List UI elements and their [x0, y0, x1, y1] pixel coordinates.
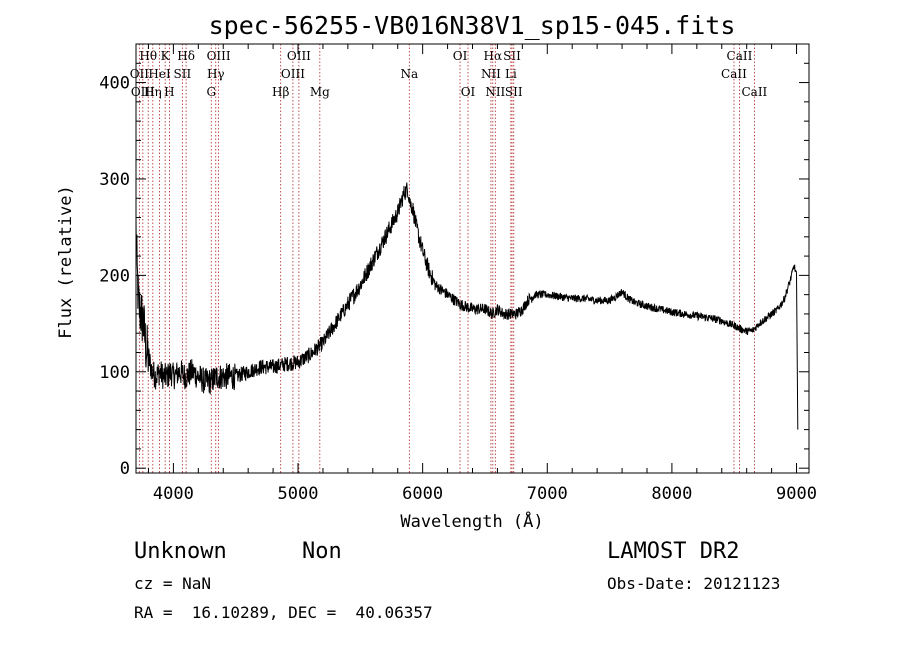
spectral-line-label: G	[206, 85, 216, 99]
y-tick-label: 300	[99, 170, 130, 190]
spectral-line-label: OII	[130, 67, 150, 81]
spectral-line-label: CaII	[721, 67, 747, 81]
observation-date: Obs-Date: 20121123	[607, 574, 781, 593]
spectral-line-label: Hβ	[272, 85, 289, 99]
spectral-line-label: OIII	[207, 49, 231, 63]
spectral-line-label: SII	[503, 49, 521, 63]
spectrum-series	[135, 182, 799, 430]
x-tick-label: 5000	[278, 484, 319, 504]
spectral-line-label: Na	[400, 67, 418, 81]
spectral-line-label: Hθ	[139, 49, 157, 63]
spectral-line-label: NII	[481, 67, 501, 81]
spectral-line-label: OIII	[281, 67, 305, 81]
y-tick-label: 400	[99, 74, 130, 94]
x-axis-label: Wavelength (Å)	[400, 510, 543, 532]
object-subclass: Non	[302, 539, 342, 564]
spectral-line-label: OI	[453, 49, 468, 63]
spectral-line-label: H	[164, 85, 174, 99]
x-tick-label: 9000	[776, 484, 817, 504]
x-tick-label: 6000	[402, 484, 443, 504]
spectral-line-label: HeI	[148, 67, 171, 81]
spectral-line-label: Hα	[484, 49, 503, 63]
spectral-line-label: OI	[461, 85, 476, 99]
spectral-line-label: CaII	[727, 49, 753, 63]
spectral-line-label: K	[161, 49, 171, 63]
y-tick-label: 0	[120, 459, 130, 479]
y-axis-label: Flux (relative)	[56, 185, 76, 339]
x-tick-label: 8000	[651, 484, 692, 504]
spectral-line-label: CaII	[741, 85, 767, 99]
y-axis-ticks: 0 100 200 300 400	[99, 62, 809, 479]
spectral-line-label: SII	[174, 67, 192, 81]
spectral-line-label: Mg	[310, 85, 330, 99]
redshift-cz: cz = NaN	[134, 574, 212, 593]
y-tick-label: 100	[99, 363, 130, 383]
coordinates: RA = 16.10289, DEC = 40.06357	[134, 603, 433, 622]
spectral-line-label: Hη	[144, 85, 162, 99]
chart-title: spec-56255-VB016N38V1_sp15-045.fits	[209, 11, 736, 40]
x-tick-label: 7000	[527, 484, 568, 504]
spectral-line-label: OIII	[131, 85, 155, 99]
x-axis-ticks: 4000 5000 6000 7000 8000 9000	[147, 44, 817, 504]
x-tick-label: 4000	[153, 484, 194, 504]
plot-frame	[135, 43, 810, 474]
spectral-line-label: SII	[505, 85, 523, 99]
object-class: Unknown	[134, 539, 227, 564]
spectral-line-label: NII	[485, 85, 505, 99]
spectrum-line	[135, 182, 799, 430]
spectral-line-label: Li	[505, 67, 517, 81]
spectral-line-label: OIII	[287, 49, 311, 63]
spectral-line-label: Hδ	[177, 49, 195, 63]
spectral-line-label: Hγ	[207, 67, 225, 81]
survey-name: LAMOST DR2	[607, 539, 740, 564]
y-tick-label: 200	[99, 266, 130, 286]
